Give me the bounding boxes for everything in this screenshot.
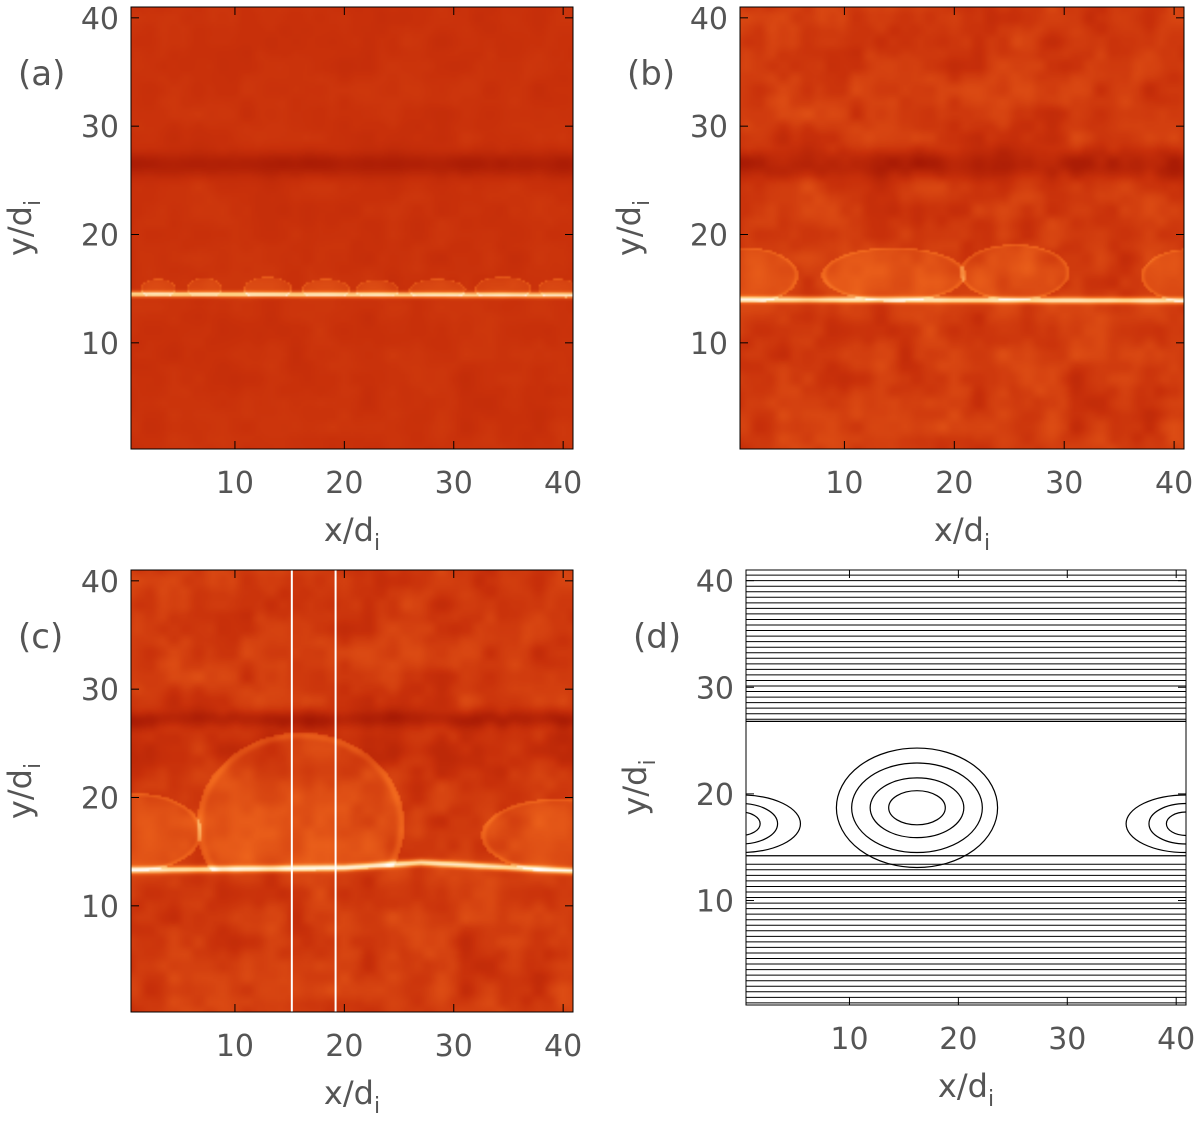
x-tick-label: 30 [1048, 1022, 1086, 1057]
y-tick-label: 10 [696, 885, 734, 920]
y-tick-label: 20 [81, 782, 119, 817]
plot-frame [130, 6, 574, 450]
y-tick-label: 40 [81, 565, 119, 600]
y-tick-label: 20 [690, 219, 728, 254]
island-contour [1125, 794, 1186, 854]
panel-label: (d) [633, 617, 681, 657]
x-tick-label: 20 [325, 1029, 363, 1064]
x-tick-label: 10 [830, 1022, 868, 1057]
field-lines [746, 574, 1186, 1004]
y-tick-label: 20 [81, 219, 119, 254]
y-tick-label: 40 [690, 2, 728, 37]
island-contour [835, 747, 999, 869]
y-axis-label: y/di [610, 200, 655, 256]
magnetic-islands [746, 720, 1186, 869]
y-tick-label: 30 [696, 671, 734, 706]
y-tick-label: 40 [81, 2, 119, 37]
panel-label: (a) [18, 54, 65, 94]
y-tick-label: 10 [81, 890, 119, 925]
y-tick-label: 20 [696, 778, 734, 813]
x-tick-label: 10 [825, 466, 863, 501]
y-tick-label: 10 [690, 327, 728, 362]
island-contour [746, 794, 802, 854]
island-contour [1148, 802, 1186, 845]
x-tick-label: 40 [1155, 466, 1193, 501]
y-axis-label: y/di [1, 200, 46, 256]
panel-label: (c) [18, 617, 63, 657]
y-tick-label: 40 [696, 565, 734, 600]
x-tick-label: 40 [544, 1029, 582, 1064]
plot-frame [739, 6, 1185, 450]
panel-label: (b) [627, 54, 675, 94]
y-tick-label: 30 [81, 673, 119, 708]
island-contour [869, 777, 965, 839]
y-tick-label: 30 [81, 110, 119, 145]
plot-frame [130, 569, 574, 1013]
x-tick-label: 10 [216, 466, 254, 501]
x-axis-label: x/di [324, 511, 380, 556]
y-axis-label: y/di [1, 763, 46, 819]
x-tick-label: 40 [544, 466, 582, 501]
x-tick-label: 30 [1045, 466, 1083, 501]
island-contour [746, 811, 761, 836]
x-axis-label: x/di [938, 1067, 994, 1112]
x-axis-label: x/di [934, 511, 990, 556]
x-tick-label: 30 [435, 1029, 473, 1064]
y-axis-label: y/di [616, 759, 661, 815]
y-tick-label: 30 [690, 110, 728, 145]
plot-frame [745, 569, 1187, 1006]
island-contour [888, 790, 946, 826]
heatmap-image [131, 570, 573, 1012]
heatmap-image [131, 7, 573, 449]
x-axis-label: x/di [324, 1074, 380, 1119]
island-contour [1165, 811, 1186, 837]
x-tick-label: 20 [939, 1022, 977, 1057]
island-contour [746, 803, 779, 845]
x-tick-label: 20 [935, 466, 973, 501]
island-contour [851, 762, 983, 854]
x-tick-label: 40 [1157, 1022, 1195, 1057]
heatmap-image [740, 7, 1184, 449]
y-tick-label: 10 [81, 327, 119, 362]
x-tick-label: 20 [325, 466, 363, 501]
x-tick-label: 10 [216, 1029, 254, 1064]
x-tick-label: 30 [435, 466, 473, 501]
